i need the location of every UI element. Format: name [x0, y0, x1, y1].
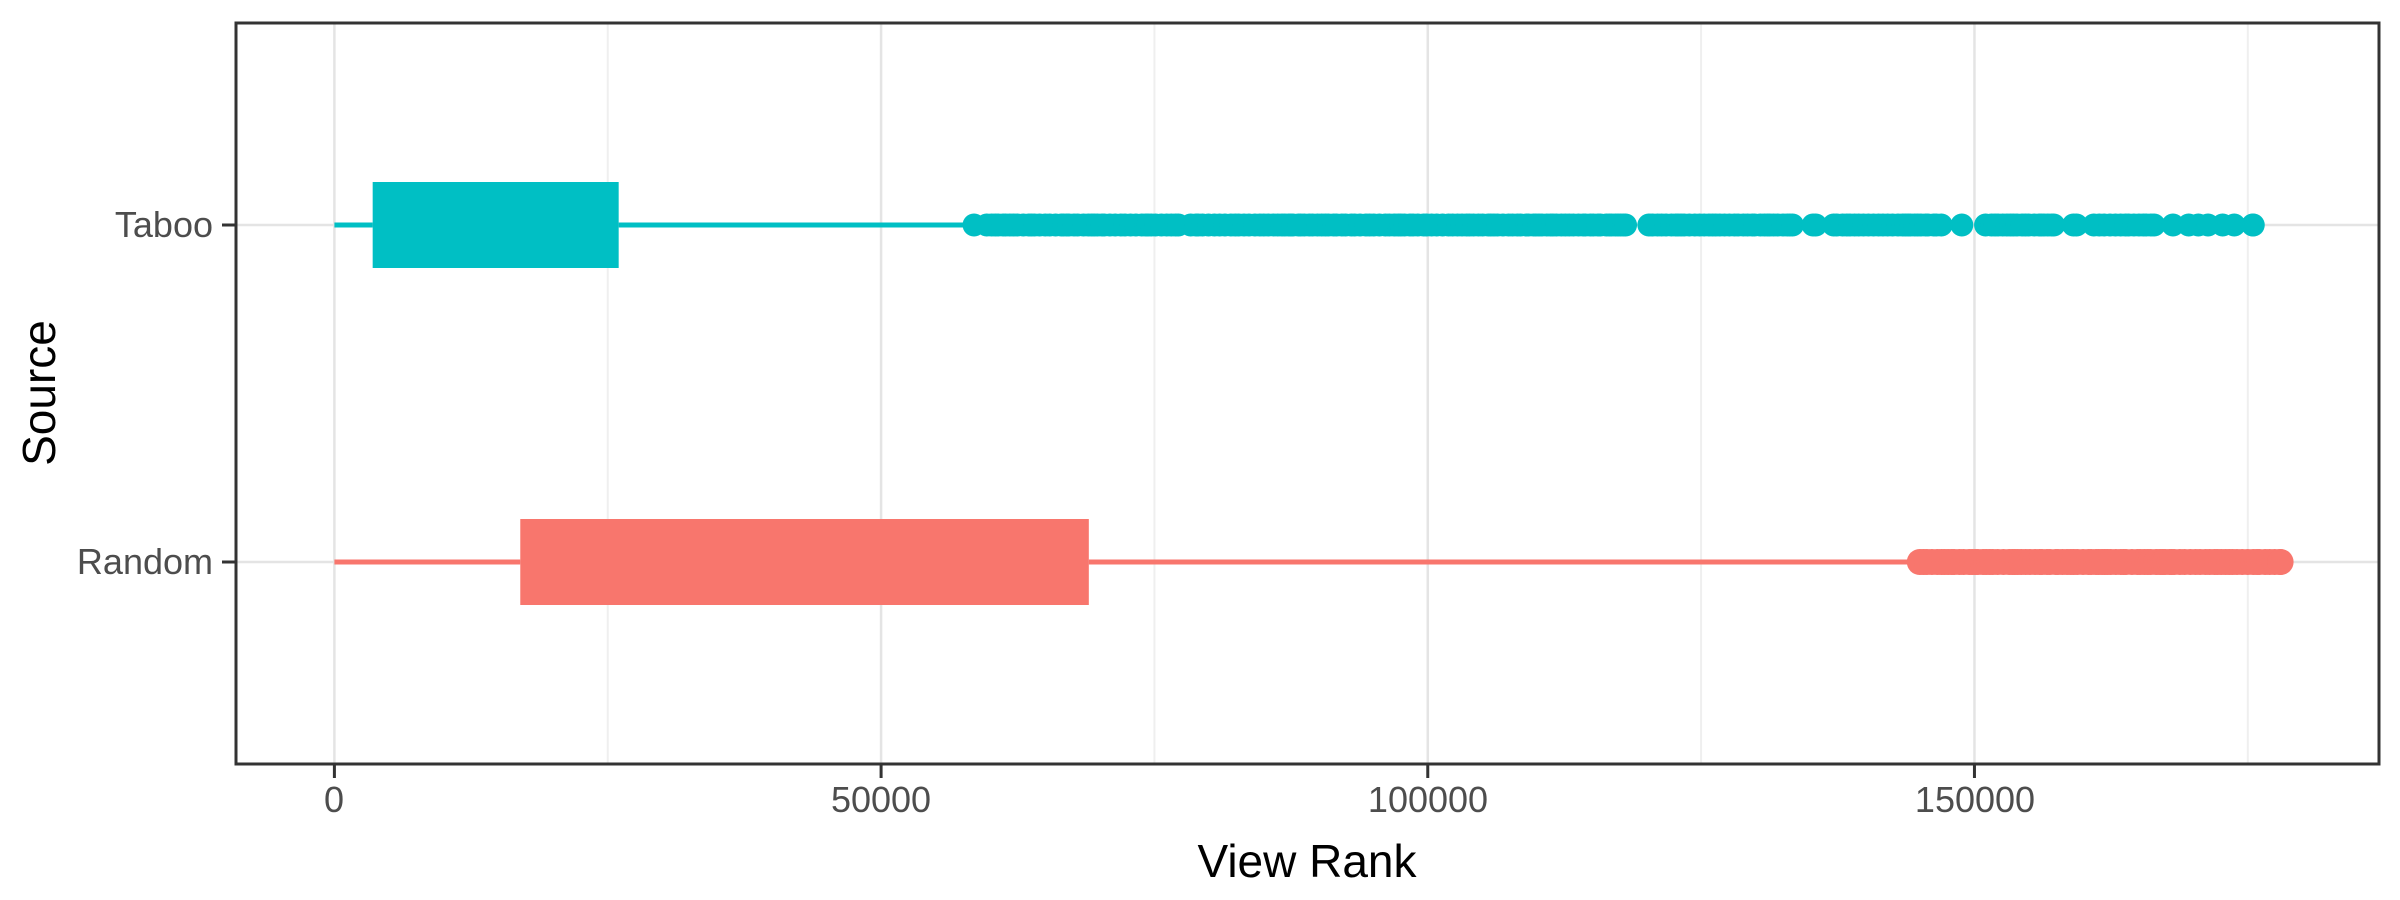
y-tick-label-taboo: Taboo	[114, 204, 213, 245]
x-tick-label-150000: 150000	[1914, 779, 2036, 820]
y-axis-title: Source	[13, 320, 65, 466]
y-tick-label-random: Random	[76, 541, 213, 582]
x-axis-title: View Rank	[1197, 835, 1417, 887]
x-tick-label-100000: 100000	[1367, 779, 1489, 820]
x-tick-label-0: 0	[323, 779, 345, 820]
x-tick-label-50000: 50000	[830, 779, 932, 820]
